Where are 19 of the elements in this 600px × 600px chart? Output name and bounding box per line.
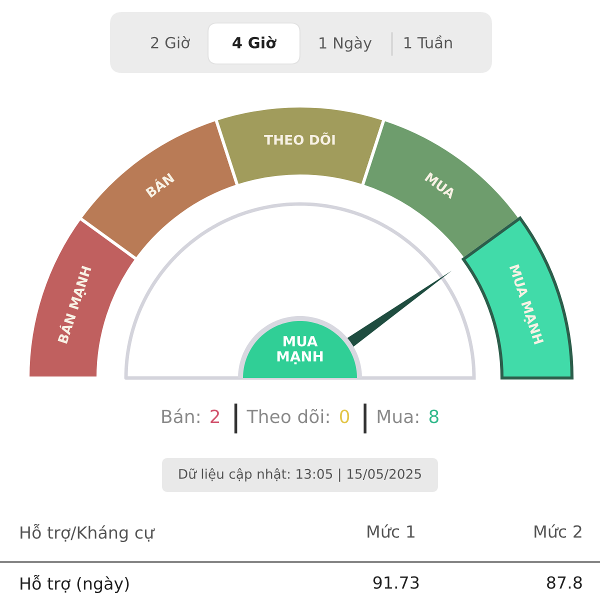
- text: Hỗ trợ/Kháng cự: [20, 524, 155, 542]
- text: 1 Ngày: [320, 36, 372, 52]
- text: 91.73: [373, 576, 419, 589]
- text: Theo dõi:: [246, 408, 329, 424]
- slice-label: THEO DÕI: [264, 132, 335, 145]
- text: Bán:: [162, 408, 200, 424]
- text: 8: [429, 410, 438, 424]
- text: 2: [210, 410, 219, 423]
- text: 2 Giờ: [151, 36, 190, 48]
- text: 1 Tuần: [404, 35, 452, 48]
- text: Mua:: [378, 410, 418, 424]
- text: MUA MẠNH: [277, 336, 323, 364]
- text: 4 Giờ: [232, 36, 276, 48]
- text: Dữ liệu cập nhật: 13:05 | 15/05/2025: [179, 468, 421, 482]
- text: Hỗ trợ (ngày): [20, 574, 129, 594]
- text: Mức 1: [368, 524, 414, 538]
- text: 87.8: [547, 576, 582, 589]
- text: Mức 2: [534, 524, 582, 538]
- text: 0: [340, 410, 350, 424]
